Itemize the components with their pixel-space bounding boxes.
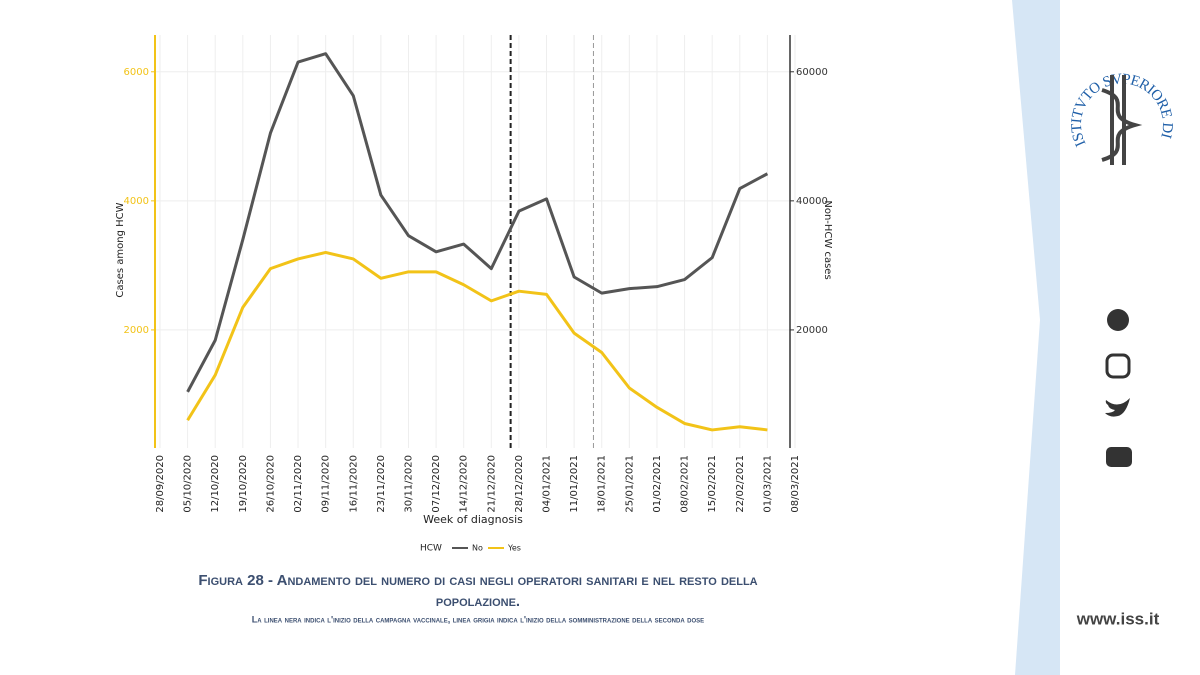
logo-text-path: ISTITVTO SVPERIORE DI SANITÀ [0,0,1175,149]
x-tick-label: 16/11/2020 [348,455,359,513]
y2-tick-label: 20000 [796,325,828,336]
x-tick-label: 18/01/2021 [597,455,608,513]
x-tick-label: 01/02/2021 [652,455,663,513]
x-tick-label: 01/03/2021 [762,455,773,513]
x-tick-label: 22/02/2021 [735,455,746,513]
legend-title: HCW [420,544,442,554]
x-tick-label: 23/11/2020 [376,455,387,513]
logo-text: ISTITVTO SVPERIORE DI SANITÀ [0,0,1175,149]
caption-note: La linea nera indica l'inizio della camp… [252,614,704,624]
twitter-icon[interactable] [1105,398,1130,417]
y2-tick-label: 60000 [796,67,828,78]
website[interactable]: www.iss.it [1076,609,1160,628]
x-tick-label: 12/10/2020 [210,455,221,513]
y-tick-label: 6000 [124,67,149,78]
x-tick-label: 11/01/2021 [569,455,580,513]
x-tick-label: 21/12/2020 [486,455,497,513]
y2-axis-label: Non-HCW cases [822,200,833,279]
x-tick-label: 26/10/2020 [265,455,276,513]
x-tick-label: 19/10/2020 [238,455,249,513]
x-tick-label: 14/12/2020 [459,455,470,513]
x-tick-label: 07/12/2020 [431,455,442,513]
x-tick-label: 08/02/2021 [680,455,691,513]
caption-title: Figura 28 - Andamento del numero di casi… [198,572,757,589]
instagram-icon[interactable] [1105,353,1131,379]
x-tick-label: 09/11/2020 [321,455,332,513]
y2-tick-label: 40000 [796,196,828,207]
x-tick-label: 08/03/2021 [790,455,801,513]
youtube-icon[interactable] [1106,447,1132,467]
caption-title: popolazione. [436,593,520,610]
facebook-icon[interactable] [1107,309,1129,331]
y-axis-label: Cases among HCW [115,202,126,297]
x-tick-label: 05/10/2020 [183,455,194,513]
x-tick-label: 25/01/2021 [624,455,635,513]
side-stripe [1012,0,1060,675]
x-tick-label: 15/02/2021 [707,455,718,513]
y-tick-label: 4000 [124,196,149,207]
legend-label: No [472,544,483,553]
social-icons [1105,309,1132,467]
x-tick-label: 28/09/2020 [155,455,166,513]
logo-emblem [1101,75,1143,165]
series-line [186,52,769,393]
x-axis-label: Week of diagnosis [423,513,523,526]
side-panel [1060,0,1200,675]
x-tick-label: 28/12/2020 [514,455,525,513]
series-line [186,250,768,432]
x-tick-label: 02/11/2020 [293,455,304,513]
legend-label: Yes [507,544,521,553]
x-tick-label: 04/01/2021 [542,455,553,513]
x-tick-label: 30/11/2020 [403,455,414,513]
y-tick-label: 2000 [124,325,149,336]
